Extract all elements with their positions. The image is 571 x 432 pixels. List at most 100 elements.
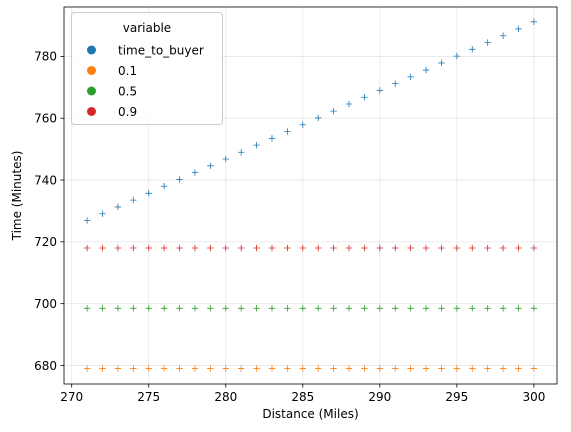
data-point — [130, 196, 137, 204]
data-point — [299, 305, 306, 312]
data-point — [515, 25, 522, 33]
data-point — [453, 365, 461, 372]
legend-title: variable — [123, 21, 171, 35]
data-point — [345, 365, 353, 372]
y-tick-label: 700 — [34, 297, 57, 311]
data-point — [207, 365, 214, 372]
data-point — [515, 305, 522, 312]
data-point — [407, 73, 414, 81]
legend-entry-label: 0.9 — [118, 105, 137, 119]
legend-entry-label: 0.1 — [118, 64, 137, 78]
data-point — [499, 305, 507, 312]
legend: variable time_to_buyer 0.1 0.5 0.9 — [71, 12, 223, 125]
data-point — [484, 305, 491, 312]
data-point — [160, 244, 168, 252]
x-tick-label: 290 — [368, 390, 391, 404]
y-tick-label: 760 — [34, 112, 57, 126]
data-point — [407, 305, 414, 312]
data-point — [268, 305, 276, 312]
data-point — [237, 244, 245, 252]
data-point — [315, 365, 322, 372]
data-point — [253, 305, 260, 312]
data-point — [392, 244, 399, 252]
data-point — [438, 305, 445, 312]
data-point — [376, 244, 384, 252]
y-axis: 680 700 720 740 760 780 — [34, 50, 64, 373]
data-point — [530, 244, 538, 252]
data-point — [145, 305, 152, 312]
data-point — [361, 365, 368, 372]
legend-entry-label: 0.5 — [118, 84, 137, 98]
data-point — [515, 365, 522, 372]
data-point — [268, 365, 276, 372]
data-point — [83, 305, 91, 312]
series-0-5 — [83, 305, 538, 312]
data-point — [499, 244, 507, 252]
series-0-1 — [83, 365, 538, 372]
data-point — [284, 365, 291, 372]
data-point — [469, 365, 476, 372]
data-point — [114, 305, 122, 312]
data-point — [345, 244, 353, 252]
legend-marker — [87, 45, 96, 55]
data-point — [284, 128, 291, 135]
data-point — [422, 244, 430, 252]
y-tick-label: 680 — [34, 359, 57, 373]
data-point — [268, 135, 276, 142]
data-point — [438, 244, 445, 252]
legend-marker — [87, 86, 96, 96]
x-axis-label: Distance (Miles) — [262, 407, 358, 421]
data-point — [191, 365, 199, 372]
data-point — [284, 305, 291, 312]
data-points — [83, 18, 538, 372]
series-0-9 — [83, 244, 538, 252]
data-point — [207, 244, 214, 252]
plot-frame — [63, 6, 558, 385]
data-point — [315, 305, 322, 312]
data-point — [345, 100, 353, 108]
data-point — [453, 244, 461, 252]
series-time-to-buyer — [83, 18, 538, 224]
data-point — [361, 94, 368, 101]
data-point — [361, 244, 368, 252]
data-point — [114, 203, 122, 211]
data-point — [222, 155, 229, 163]
data-point — [191, 305, 199, 312]
data-point — [176, 305, 183, 312]
y-tick-label: 780 — [34, 50, 57, 64]
legend-entry-label: time_to_buyer — [118, 43, 204, 57]
data-point — [453, 52, 461, 60]
data-point — [160, 183, 168, 190]
data-point — [345, 305, 353, 312]
data-point — [99, 244, 106, 252]
data-point — [392, 305, 399, 312]
data-point — [83, 244, 91, 252]
y-tick-label: 740 — [34, 173, 57, 187]
data-point — [130, 305, 137, 312]
data-point — [145, 365, 152, 372]
data-point — [237, 305, 245, 312]
data-point — [207, 162, 214, 170]
data-point — [515, 244, 522, 252]
data-point — [392, 365, 399, 372]
data-point — [83, 217, 91, 224]
data-point — [160, 365, 168, 372]
data-point — [469, 46, 476, 53]
data-point — [160, 305, 168, 312]
data-point — [253, 244, 260, 252]
data-point — [237, 149, 245, 156]
data-point — [222, 244, 229, 252]
data-point — [83, 365, 91, 372]
data-point — [469, 305, 476, 312]
data-point — [376, 305, 384, 312]
data-point — [315, 244, 322, 252]
data-point — [284, 244, 291, 252]
data-point — [191, 169, 199, 176]
legend-marker — [87, 66, 96, 75]
data-point — [207, 305, 214, 312]
legend-box — [71, 12, 223, 125]
legend-marker — [87, 107, 96, 116]
data-point — [299, 365, 306, 372]
data-point — [422, 365, 430, 372]
